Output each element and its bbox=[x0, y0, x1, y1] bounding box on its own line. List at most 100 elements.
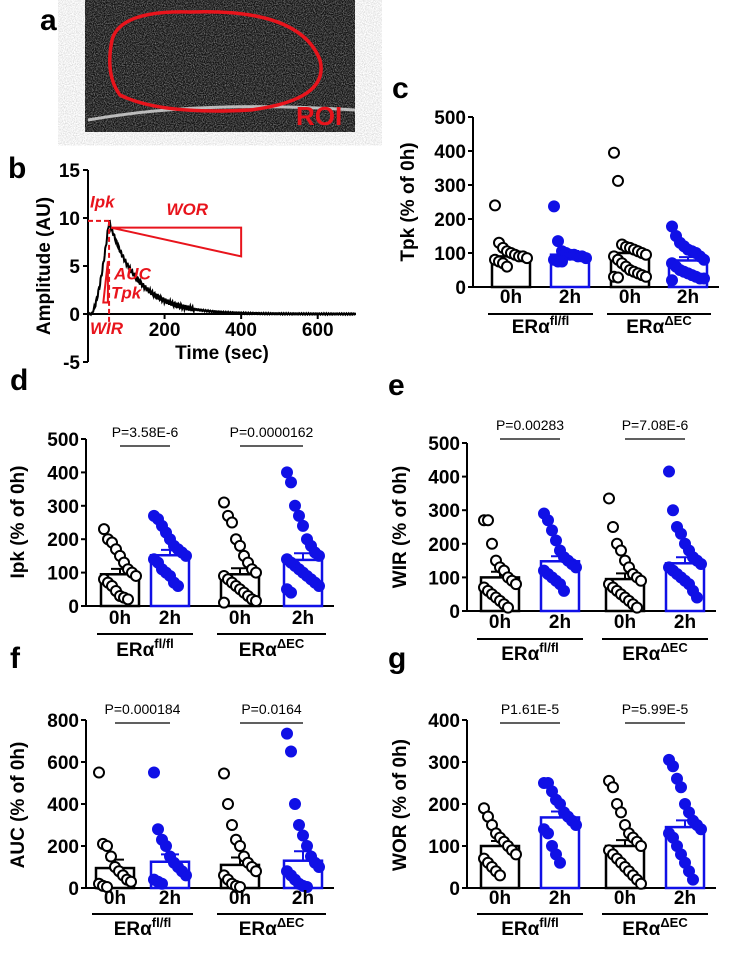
data-point bbox=[675, 527, 687, 540]
category-label: 2h bbox=[674, 612, 696, 633]
category-label: 0h bbox=[229, 608, 251, 629]
data-point bbox=[234, 539, 246, 552]
tpk-label: Tpk bbox=[111, 284, 143, 303]
genotype-label: ERαΔEC bbox=[239, 636, 305, 661]
y-tick-label: 0 bbox=[69, 305, 80, 326]
data-point bbox=[285, 476, 297, 489]
y-axis-label: AUC (% of 0h) bbox=[8, 742, 29, 869]
y-tick-label: 200 bbox=[47, 530, 79, 551]
data-point bbox=[234, 840, 246, 852]
panel-d: d Ipk (% of 0h) 500 400 300 200 100 0 0h 2h 0h 2h ER… bbox=[8, 364, 334, 661]
data-point bbox=[297, 519, 309, 532]
data-point bbox=[667, 760, 679, 773]
data-point bbox=[631, 601, 643, 614]
data-point bbox=[612, 174, 624, 187]
x-axis-label: Time (sec) bbox=[175, 343, 269, 364]
data-point bbox=[301, 880, 313, 893]
data-point bbox=[663, 465, 675, 478]
p-value-label: P=5.99E-5 bbox=[622, 701, 689, 717]
category-label: 0h bbox=[104, 888, 126, 909]
category-label: 2h bbox=[292, 888, 314, 909]
data-point bbox=[98, 523, 110, 536]
x-tick-label: 600 bbox=[302, 320, 334, 341]
data-point bbox=[556, 255, 568, 268]
data-point bbox=[148, 766, 160, 779]
category-label: 2h bbox=[674, 888, 696, 909]
data-point bbox=[297, 829, 309, 842]
panel-letter-g: g bbox=[388, 642, 406, 675]
y-tick-label: 100 bbox=[434, 244, 466, 265]
category-label: 0h bbox=[229, 888, 251, 909]
category-label: 0h bbox=[619, 287, 641, 308]
data-point bbox=[285, 745, 297, 758]
wir-label: WIR bbox=[90, 319, 124, 338]
auc-label: AUC bbox=[113, 264, 152, 283]
x-tick-label: 400 bbox=[225, 320, 257, 341]
panel-c: c Tpk (% of 0h) 500 400 300 200 100 0 0h 2h 0h 2h ER… bbox=[392, 72, 719, 338]
data-point bbox=[550, 534, 562, 547]
data-point bbox=[552, 235, 564, 248]
data-point bbox=[635, 877, 647, 890]
p-value-label: P1.61E-5 bbox=[501, 701, 560, 717]
panel-letter-e: e bbox=[388, 369, 405, 402]
data-point bbox=[218, 596, 230, 609]
y-tick-label: 200 bbox=[434, 210, 466, 231]
panel-letter-b: b bbox=[8, 152, 26, 185]
wor-triangle bbox=[110, 226, 243, 258]
data-point bbox=[285, 586, 297, 599]
data-point bbox=[554, 856, 566, 869]
p-value-label: P=0.0000162 bbox=[230, 424, 314, 440]
data-point bbox=[502, 601, 514, 614]
y-tick-label: -5 bbox=[63, 353, 80, 374]
category-label: 2h bbox=[292, 608, 314, 629]
p-value-label: P=0.000184 bbox=[105, 701, 181, 717]
data-point bbox=[293, 819, 305, 831]
category-label: 2h bbox=[559, 287, 581, 308]
data-point bbox=[172, 579, 184, 592]
wir-triangle bbox=[102, 261, 109, 304]
data-point bbox=[607, 781, 619, 794]
y-tick-label: 200 bbox=[428, 795, 460, 816]
y-tick-label: 300 bbox=[428, 753, 460, 774]
category-label: 0h bbox=[489, 888, 511, 909]
data-point bbox=[222, 798, 234, 810]
genotype-label: ERαΔEC bbox=[622, 640, 688, 665]
data-point bbox=[218, 767, 230, 780]
y-tick-label: 10 bbox=[59, 209, 80, 230]
p-value-label: P=0.00283 bbox=[496, 417, 564, 433]
data-point bbox=[698, 272, 710, 285]
y-tick-label: 0 bbox=[68, 879, 79, 900]
data-point bbox=[313, 579, 325, 592]
category-label: 2h bbox=[159, 608, 181, 629]
x-tick-label: 200 bbox=[149, 320, 181, 341]
panel-e: e WIR (% of 0h) 500 400 300 200 100 0 0h 2h 0h 2h ER… bbox=[388, 369, 716, 665]
data-point bbox=[666, 274, 678, 287]
y-axis-label: WOR (% of 0h) bbox=[390, 739, 411, 871]
data-point bbox=[250, 594, 262, 607]
data-point bbox=[570, 561, 582, 574]
data-point bbox=[608, 146, 620, 159]
y-tick-label: 400 bbox=[428, 711, 460, 732]
data-point bbox=[603, 492, 615, 505]
p-value-label: P=3.58E-6 bbox=[112, 424, 179, 440]
data-point bbox=[122, 593, 134, 606]
y-tick-label: 0 bbox=[455, 278, 466, 299]
panel-f: f AUC (% of 0h) 800 600 400 200 0 0h 2h 0h 2h ERαfl… bbox=[8, 642, 334, 940]
data-point bbox=[313, 549, 325, 562]
wor-label: WOR bbox=[166, 200, 208, 219]
genotype-label: ERαfl/fl bbox=[501, 640, 559, 665]
genotype-label: ERαfl/fl bbox=[116, 636, 174, 661]
data-point bbox=[698, 253, 710, 266]
category-label: 0h bbox=[614, 888, 636, 909]
p-value-label: P=0.0164 bbox=[241, 701, 302, 717]
data-point bbox=[218, 496, 230, 509]
data-point bbox=[558, 584, 570, 597]
data-point bbox=[482, 514, 494, 527]
data-point bbox=[521, 252, 533, 265]
data-point bbox=[675, 781, 687, 794]
data-point bbox=[640, 248, 652, 261]
data-point bbox=[640, 270, 652, 283]
y-tick-label: 200 bbox=[47, 837, 79, 858]
data-point bbox=[580, 252, 592, 265]
data-point bbox=[125, 875, 137, 888]
